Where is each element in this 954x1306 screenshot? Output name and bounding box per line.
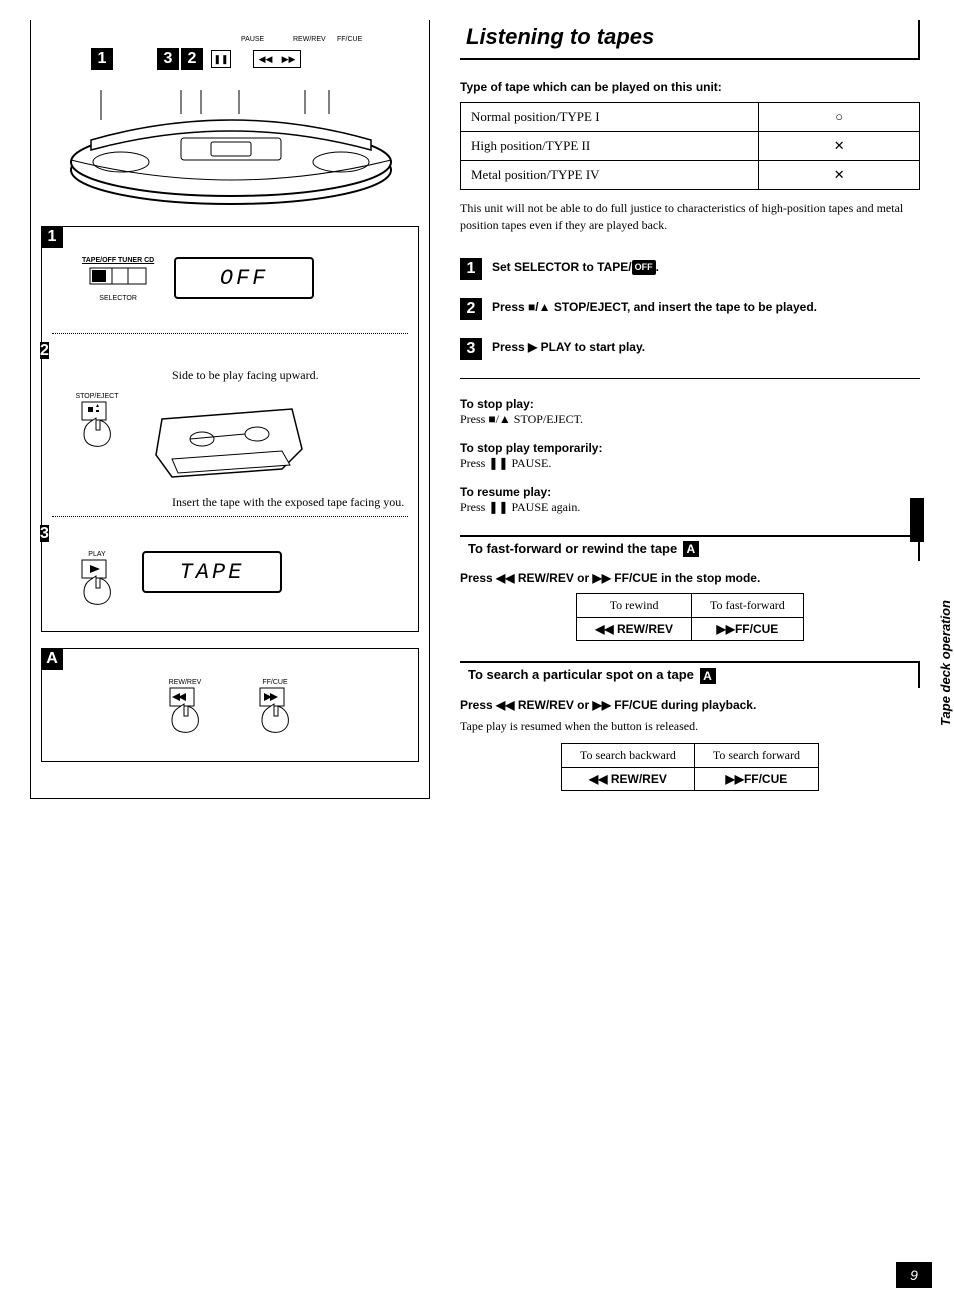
callout-3: 3 bbox=[157, 48, 179, 70]
page-number: 9 bbox=[896, 1262, 932, 1288]
sub-head: To resume play: bbox=[460, 485, 551, 499]
pause-button-diagram: ❚❚ bbox=[211, 50, 231, 68]
stop-play-para: To stop play: Press ■/▲ STOP/EJECT. bbox=[460, 397, 920, 427]
sub-head: To stop play temporarily: bbox=[460, 441, 602, 455]
boombox-diagram: 1 3 2 ❚❚ ◀◀▶▶ PAUSE REW/REV FF/CUE bbox=[41, 30, 419, 220]
lcd-display-tape: TAPE bbox=[142, 551, 282, 593]
resume-para: To resume play: Press ❚❚ PAUSE again. bbox=[460, 485, 920, 515]
panel-label-a: A bbox=[41, 648, 63, 670]
tape-type-symbol: ✕ bbox=[759, 161, 920, 190]
rewrev-label: REW/REV bbox=[293, 36, 326, 43]
callout-1: 1 bbox=[91, 48, 113, 70]
selector-label: TAPE/OFF TUNER CD bbox=[82, 257, 154, 264]
panel-step-2: 2 bbox=[40, 342, 49, 359]
tape-type-name: Normal position/TYPE I bbox=[461, 103, 759, 132]
cassette-illustration bbox=[142, 399, 312, 489]
step-number: 1 bbox=[460, 258, 482, 280]
table-row: Normal position/TYPE I ○ bbox=[461, 103, 920, 132]
table-row: Metal position/TYPE IV ✕ bbox=[461, 161, 920, 190]
selector-switch-icon bbox=[88, 264, 148, 290]
tape-types-table: Normal position/TYPE I ○ High position/T… bbox=[460, 102, 920, 190]
hand-press-rew-icon bbox=[160, 686, 210, 736]
step-1: 1 Set SELECTOR to TAPE/OFF. bbox=[460, 258, 920, 280]
section-ff-heading: To fast-forward or rewind the tape A bbox=[460, 535, 920, 562]
separator bbox=[460, 378, 920, 379]
page-title: Listening to tapes bbox=[466, 24, 654, 49]
table-cell: To fast-forward bbox=[692, 594, 804, 618]
off-badge: OFF bbox=[632, 260, 656, 276]
callout-2: 2 bbox=[181, 48, 203, 70]
table-cell: To search forward bbox=[694, 743, 818, 767]
play-label: PLAY bbox=[72, 551, 122, 558]
side-marker-block bbox=[910, 498, 924, 542]
side-section-label: Tape deck operation bbox=[938, 600, 953, 726]
tape-type-symbol: ○ bbox=[759, 103, 920, 132]
table-row: High position/TYPE II ✕ bbox=[461, 132, 920, 161]
step-number: 3 bbox=[460, 338, 482, 360]
table-cell: To search backward bbox=[562, 743, 695, 767]
search-table: To search backward To search forward ◀◀ … bbox=[561, 743, 819, 791]
right-text-column: Listening to tapes Type of tape which ca… bbox=[460, 20, 920, 799]
cassette-caption-1: Side to be play facing upward. bbox=[172, 368, 408, 383]
ffcue-label: FF/CUE bbox=[337, 36, 362, 43]
step-text: Set SELECTOR to TAPE/OFF. bbox=[492, 258, 659, 276]
stopeject-label: STOP/EJECT bbox=[72, 393, 122, 400]
sub-head: To stop play: bbox=[460, 397, 534, 411]
ffcue-btn-label: FF/CUE bbox=[250, 679, 300, 686]
tape-type-heading: Type of tape which can be played on this… bbox=[460, 80, 920, 94]
tape-note: This unit will not be able to do full ju… bbox=[460, 200, 920, 234]
tape-type-name: High position/TYPE II bbox=[461, 132, 759, 161]
left-diagram-column: 1 3 2 ❚❚ ◀◀▶▶ PAUSE REW/REV FF/CUE bbox=[30, 20, 430, 799]
pause-label: PAUSE bbox=[241, 36, 264, 43]
table-cell: To rewind bbox=[577, 594, 692, 618]
search-instruction: Press ◀◀ REW/REV or ▶▶ FF/CUE during pla… bbox=[460, 698, 920, 712]
selector-sublabel: SELECTOR bbox=[82, 295, 154, 302]
cassette-caption-2: Insert the tape with the exposed tape fa… bbox=[172, 495, 408, 510]
search-sub: Tape play is resumed when the button is … bbox=[460, 718, 920, 735]
step-2: 2 Press ■/▲ STOP/EJECT, and insert the t… bbox=[460, 298, 920, 320]
table-cell: ▶▶FF/CUE bbox=[692, 618, 804, 641]
step-number: 2 bbox=[460, 298, 482, 320]
panel-step-3: 3 bbox=[40, 525, 49, 542]
page-title-box: Listening to tapes bbox=[460, 20, 920, 60]
lcd-display-off: OFF bbox=[174, 257, 314, 299]
tape-type-symbol: ✕ bbox=[759, 132, 920, 161]
rewrev-btn-label: REW/REV bbox=[160, 679, 210, 686]
table-cell: ▶▶FF/CUE bbox=[694, 767, 818, 790]
steps-panel: 1 TAPE/OFF TUNER CD SELECTOR OFF 2 Side bbox=[41, 226, 419, 632]
section-title-text: To fast-forward or rewind the tape bbox=[468, 541, 681, 556]
sub-body: Press ❚❚ PAUSE again. bbox=[460, 500, 580, 514]
section-search-heading: To search a particular spot on a tape A bbox=[460, 661, 920, 688]
panel-step-1: 1 bbox=[41, 226, 63, 248]
section-title-text: To search a particular spot on a tape bbox=[468, 667, 698, 682]
step-text-suffix: . bbox=[656, 260, 659, 274]
stop-temp-para: To stop play temporarily: Press ❚❚ PAUSE… bbox=[460, 441, 920, 471]
ff-table: To rewind To fast-forward ◀◀ REW/REV ▶▶F… bbox=[576, 593, 804, 641]
hand-press-play-icon bbox=[72, 558, 122, 608]
table-cell: ◀◀ REW/REV bbox=[577, 618, 692, 641]
step-text: Press ■/▲ STOP/EJECT, and insert the tap… bbox=[492, 298, 817, 316]
table-cell: ◀◀ REW/REV bbox=[562, 767, 695, 790]
boombox-illustration bbox=[61, 90, 401, 210]
sub-body: Press ❚❚ PAUSE. bbox=[460, 456, 551, 470]
hand-press-ff-icon bbox=[250, 686, 300, 736]
sub-body: Press ■/▲ STOP/EJECT. bbox=[460, 412, 583, 426]
step-text-prefix: Set SELECTOR to TAPE/ bbox=[492, 260, 632, 274]
panel-a: A REW/REV FF/CUE bbox=[41, 648, 419, 762]
tape-type-name: Metal position/TYPE IV bbox=[461, 161, 759, 190]
step-3: 3 Press ▶ PLAY to start play. bbox=[460, 338, 920, 360]
rew-ff-button-diagram: ◀◀▶▶ bbox=[253, 50, 301, 68]
badge-a: A bbox=[683, 541, 699, 557]
step-text: Press ▶ PLAY to start play. bbox=[492, 338, 645, 356]
ff-instruction: Press ◀◀ REW/REV or ▶▶ FF/CUE in the sto… bbox=[460, 571, 920, 585]
badge-a: A bbox=[700, 668, 716, 684]
hand-press-stopeject-icon bbox=[72, 400, 122, 450]
